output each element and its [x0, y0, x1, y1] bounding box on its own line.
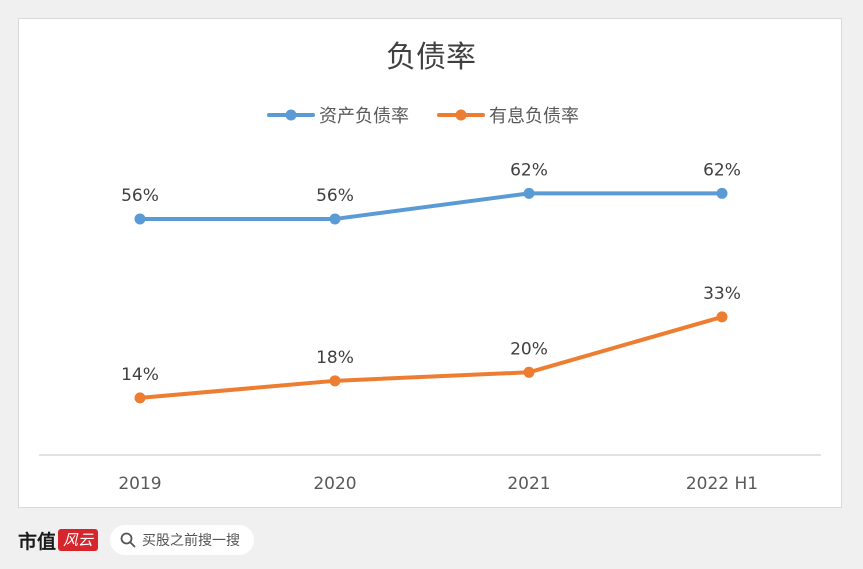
- brand-name: 市值: [18, 530, 57, 553]
- x-tick-label-4: 2022 H1: [686, 474, 758, 494]
- data-point-1-4: [716, 187, 728, 199]
- data-label-2-3: 20%: [510, 339, 548, 359]
- brand-logo: 市值 风云: [18, 527, 99, 554]
- data-point-2-2: [329, 375, 341, 387]
- chart-title: 负债率: [386, 40, 476, 75]
- data-point-2-3: [523, 366, 535, 378]
- data-label-2-1: 14%: [121, 365, 159, 385]
- legend-marker-2: [455, 109, 467, 121]
- line-chart: 负债率 资产负债率 有息负债率 56% 56%62% 62%14%18% 20%33% …: [39, 40, 821, 494]
- data-label-1-4: 62%: [703, 160, 741, 180]
- data-label-1-3: 62%: [510, 160, 548, 180]
- data-point-2-1: [134, 392, 146, 404]
- data-label-1-1: 56%: [121, 186, 159, 206]
- data-label-2-4: 33%: [703, 284, 741, 304]
- legend: 资产负债率 有息负债率: [267, 106, 579, 127]
- legend-label-1: 资产负债率: [319, 106, 409, 127]
- legend-marker-1: [285, 109, 297, 121]
- brand-badge: 风云: [58, 529, 99, 551]
- data-point-2-4: [716, 311, 728, 323]
- series-line-1: [138, 191, 724, 221]
- search-icon: [120, 532, 136, 548]
- data-label-1-2: 56%: [316, 186, 354, 206]
- footer: 市值 风云 买股之前搜一搜: [18, 522, 255, 558]
- series-layer: 56% 56% 62% 62% 14% 18% 20% 33%: [121, 160, 741, 404]
- search-hint-text: 买股之前搜一搜: [142, 533, 241, 549]
- data-point-1-2: [329, 213, 341, 225]
- x-tick-label-3: 2021: [507, 474, 550, 494]
- data-point-1-1: [134, 213, 146, 225]
- data-point-1-3: [523, 187, 535, 199]
- legend-label-2: 有息负债率: [489, 106, 579, 127]
- search-hint-pill[interactable]: 买股之前搜一搜: [110, 525, 255, 555]
- chart-card: 负债率 资产负债率 有息负债率 56% 56% 62% 62% 14% 18% 20% 33% …: [18, 18, 842, 508]
- data-label-2-2: 18%: [316, 348, 354, 368]
- x-tick-label-1: 2019: [118, 474, 161, 494]
- x-tick-label-2: 2020: [313, 474, 356, 494]
- series-line-2: [138, 314, 724, 400]
- x-tick-labels: 2019 2020 2021 2022 H1: [118, 474, 758, 494]
